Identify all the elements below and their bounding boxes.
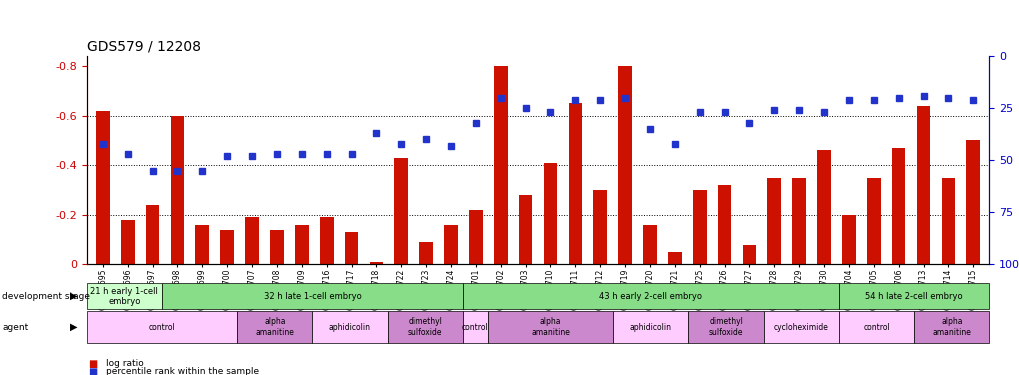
Text: 21 h early 1-cell
embryo: 21 h early 1-cell embryo: [91, 286, 158, 306]
Bar: [866, 178, 879, 264]
Bar: [369, 262, 383, 264]
Text: 32 h late 1-cell embryo: 32 h late 1-cell embryo: [263, 292, 361, 301]
Text: ■: ■: [88, 359, 97, 369]
Bar: [692, 190, 706, 264]
Text: log ratio: log ratio: [106, 359, 144, 368]
Bar: [593, 190, 606, 264]
Bar: [419, 242, 432, 264]
Text: agent: agent: [2, 322, 29, 332]
Bar: [965, 141, 979, 264]
Text: dimethyl
sulfoxide: dimethyl sulfoxide: [408, 318, 442, 337]
Bar: [443, 225, 458, 264]
Bar: [146, 205, 159, 264]
Bar: [742, 244, 755, 264]
Bar: [344, 232, 358, 264]
Bar: [493, 66, 507, 264]
Text: aphidicolin: aphidicolin: [630, 322, 672, 332]
Bar: [245, 217, 259, 264]
Bar: [891, 148, 905, 264]
Bar: [618, 66, 632, 264]
Text: 43 h early 2-cell embryo: 43 h early 2-cell embryo: [599, 292, 702, 301]
Bar: [667, 252, 681, 264]
Bar: [568, 104, 582, 264]
Bar: [320, 217, 333, 264]
Text: ▶: ▶: [69, 291, 77, 301]
Bar: [270, 230, 283, 264]
Text: ■: ■: [88, 367, 97, 375]
Text: control: control: [149, 322, 175, 332]
Bar: [717, 185, 731, 264]
Text: control: control: [862, 322, 889, 332]
Bar: [394, 158, 408, 264]
Text: control: control: [462, 322, 488, 332]
Text: alpha
amanitine: alpha amanitine: [255, 318, 293, 337]
Bar: [196, 225, 209, 264]
Bar: [121, 220, 135, 264]
Text: alpha
amanitine: alpha amanitine: [531, 318, 570, 337]
Bar: [170, 116, 184, 264]
Bar: [941, 178, 954, 264]
Text: cycloheximide: cycloheximide: [773, 322, 828, 332]
Bar: [842, 215, 855, 264]
Bar: [220, 230, 233, 264]
Text: 54 h late 2-cell embryo: 54 h late 2-cell embryo: [864, 292, 962, 301]
Bar: [294, 225, 309, 264]
Bar: [916, 106, 929, 264]
Bar: [469, 210, 482, 264]
Text: aphidicolin: aphidicolin: [329, 322, 371, 332]
Text: development stage: development stage: [2, 292, 90, 301]
Text: ▶: ▶: [69, 322, 77, 332]
Bar: [792, 178, 805, 264]
Text: dimethyl
sulfoxide: dimethyl sulfoxide: [708, 318, 743, 337]
Bar: [766, 178, 781, 264]
Bar: [816, 150, 830, 264]
Bar: [519, 195, 532, 264]
Bar: [96, 111, 110, 264]
Text: alpha
amanitine: alpha amanitine: [931, 318, 970, 337]
Text: percentile rank within the sample: percentile rank within the sample: [106, 368, 259, 375]
Bar: [543, 163, 556, 264]
Text: GDS579 / 12208: GDS579 / 12208: [87, 40, 201, 54]
Bar: [643, 225, 656, 264]
